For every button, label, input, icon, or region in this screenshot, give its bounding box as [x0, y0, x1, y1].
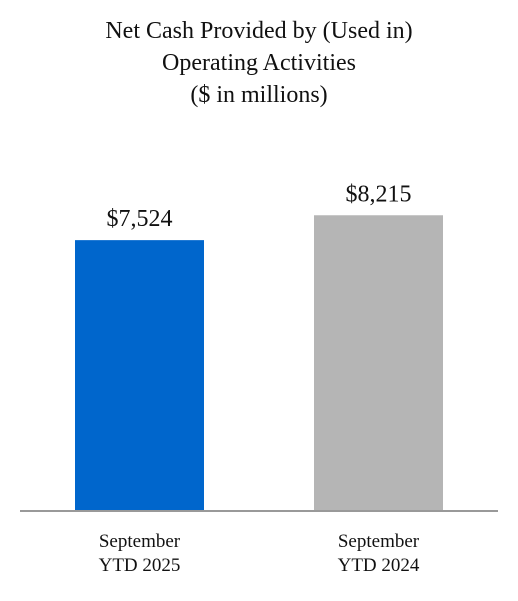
- x-tick-label-1-line-2: YTD 2025: [99, 555, 181, 576]
- value-labels-layer: $7,524 $8,215: [107, 181, 412, 232]
- chart-title: Net Cash Provided by (Used in) Operating…: [105, 18, 412, 108]
- x-tick-label-2-line-1: September: [338, 531, 420, 552]
- bar-value-label-2: $8,215: [346, 181, 412, 207]
- bars-layer: [75, 215, 443, 512]
- x-tick-label-1-line-1: September: [99, 531, 181, 552]
- bar-value-label-1: $7,524: [107, 206, 173, 232]
- x-axis-tick-labels: September YTD 2025 September YTD 2024: [99, 531, 420, 576]
- chart-title-line-3: ($ in millions): [190, 82, 327, 108]
- x-tick-label-2-line-2: YTD 2024: [338, 555, 420, 576]
- bar-1: [75, 240, 204, 512]
- chart-title-line-1: Net Cash Provided by (Used in): [105, 18, 412, 44]
- bar-2: [314, 215, 443, 511]
- chart-title-line-2: Operating Activities: [162, 50, 356, 76]
